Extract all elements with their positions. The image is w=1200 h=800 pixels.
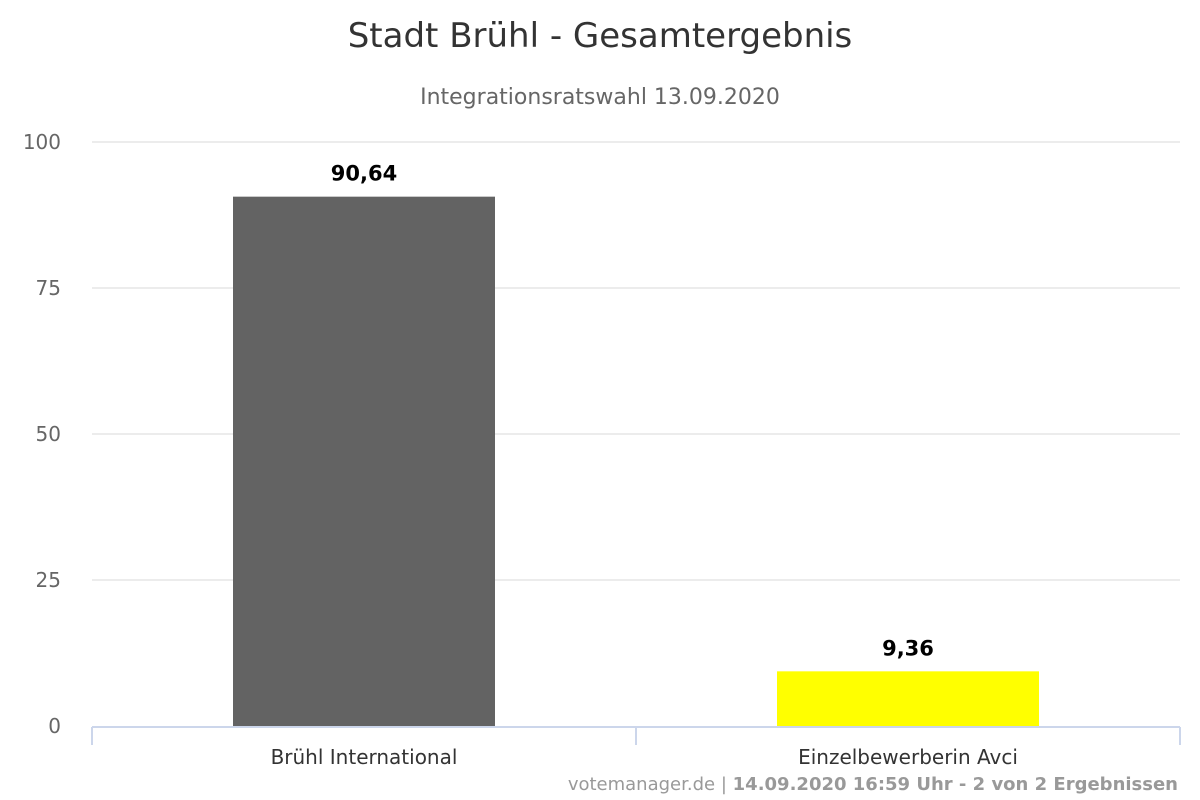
x-tick-label: Brühl International xyxy=(271,745,458,769)
credits-timestamp: 14.09.2020 16:59 Uhr - 2 von 2 Ergebniss… xyxy=(733,774,1178,795)
bars xyxy=(233,196,1039,726)
credits[interactable]: votemanager.de | 14.09.2020 16:59 Uhr - … xyxy=(568,774,1178,795)
credits-separator-bar: | xyxy=(721,774,727,795)
chart-title: Stadt Brühl - Gesamtergebnis xyxy=(348,16,853,56)
y-tick-label: 75 xyxy=(36,276,61,300)
y-tick-label: 25 xyxy=(36,568,61,592)
bar[interactable] xyxy=(777,671,1039,726)
chart-subtitle: Integrationsratswahl 13.09.2020 xyxy=(420,85,780,110)
y-tick-label: 100 xyxy=(23,130,61,154)
x-axis: Brühl International Einzelbewerberin Avci xyxy=(91,726,1181,769)
y-axis-ticks: 0 25 50 75 100 xyxy=(23,130,61,738)
bar[interactable] xyxy=(233,196,495,726)
y-tick-label: 0 xyxy=(48,714,61,738)
data-label: 9,36 xyxy=(882,636,934,660)
data-label: 90,64 xyxy=(331,162,397,186)
x-tick-label: Einzelbewerberin Avci xyxy=(798,745,1018,769)
y-tick-label: 50 xyxy=(36,422,61,446)
credits-source[interactable]: votemanager.de xyxy=(568,774,715,795)
data-labels: 90,64 9,36 xyxy=(331,162,934,661)
